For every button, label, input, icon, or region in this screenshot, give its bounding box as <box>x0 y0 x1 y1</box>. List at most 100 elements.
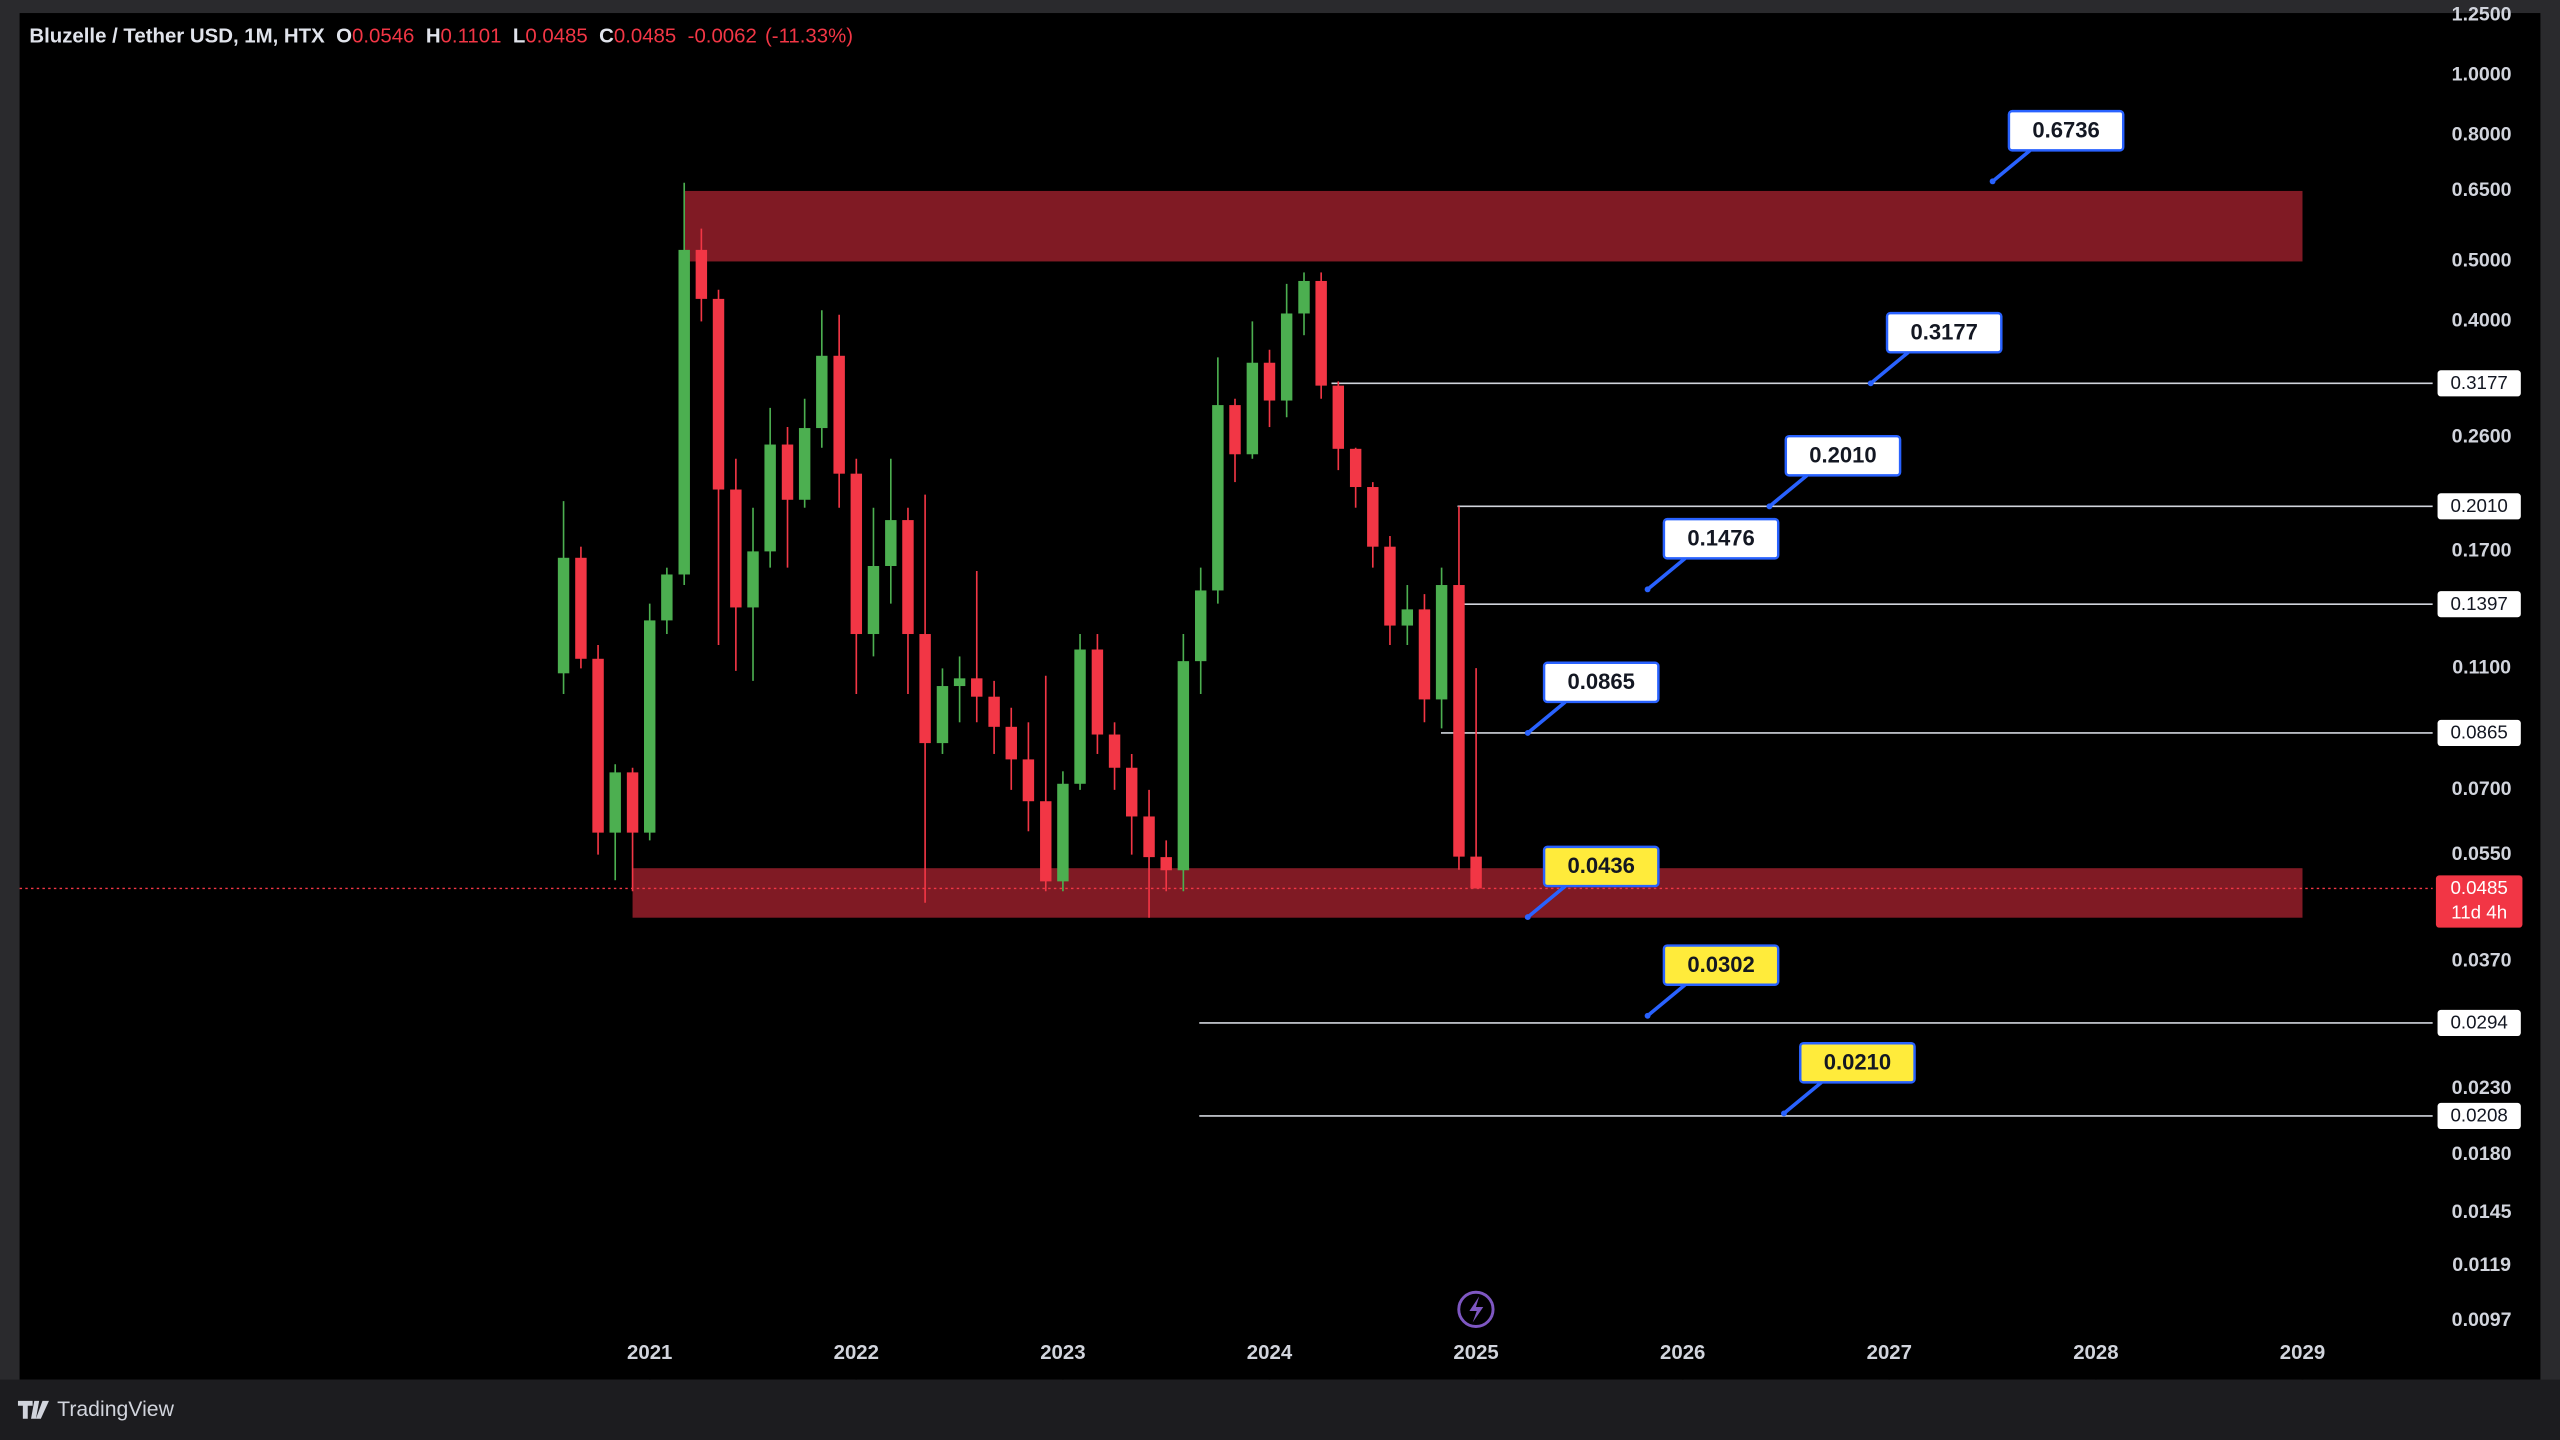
candle-body <box>1315 280 1327 386</box>
candle-body <box>1074 649 1086 784</box>
y-tick-label: 0.8000 <box>2452 123 2512 145</box>
candle-body <box>936 686 949 744</box>
callouts-layer: 0.6736 0.3177 0.2010 0.1476 0.0865 0.0436 0.03… <box>1524 109 2125 1117</box>
candle-body <box>1057 783 1069 882</box>
candle-body <box>1263 362 1276 401</box>
brand-name[interactable]: TradingView <box>57 1398 174 1421</box>
candle-body <box>867 566 880 635</box>
ohlc-label: C <box>599 26 614 48</box>
callout-arrow <box>1646 983 1687 1018</box>
callout-arrow <box>1526 884 1567 919</box>
callout-anchor <box>1524 730 1531 736</box>
level-price-label: 0.0208 <box>2450 1105 2507 1126</box>
candle-body <box>1177 661 1190 871</box>
candle-body <box>885 520 897 567</box>
x-tick-label: 2022 <box>834 1342 879 1364</box>
candle-body <box>626 772 639 833</box>
zone <box>632 868 2303 918</box>
candle-body <box>1280 313 1293 401</box>
y-tick-label: 0.0370 <box>2452 949 2512 971</box>
ohlc-label: O <box>336 26 352 48</box>
callout-anchor <box>1644 1012 1651 1019</box>
header: Bluzelle / Tether USD, 1M, HTX O0.0546 H0.… <box>29 26 853 48</box>
callout-anchor <box>1524 914 1531 921</box>
candle-body <box>1108 734 1121 768</box>
ohlc-value: 0.0485 <box>525 26 587 48</box>
x-tick-label: 2028 <box>2073 1342 2118 1364</box>
y-tick-label: 0.0145 <box>2452 1201 2512 1223</box>
candle-body <box>1367 487 1379 547</box>
level-price-box <box>2437 1102 2521 1130</box>
candles-layer <box>557 182 1482 918</box>
candle-body <box>661 574 673 621</box>
footer-bar <box>0 1379 2560 1440</box>
callout-box <box>1799 1041 1916 1084</box>
change-percent: (-11.33%) <box>765 26 853 48</box>
callout-anchor <box>1989 178 1996 185</box>
change: -0.0062 <box>688 26 757 48</box>
candle-body <box>971 678 983 697</box>
candle-body <box>1298 280 1310 314</box>
callout-box <box>2007 109 2125 152</box>
x-tick-label: 2021 <box>627 1342 672 1364</box>
candle-body <box>988 696 1000 727</box>
callout-label: 0.3177 <box>1910 319 1977 344</box>
replay-icon[interactable] <box>1457 1290 1495 1329</box>
brand-logo[interactable]: TradingView <box>17 1398 175 1421</box>
callout-anchor <box>1867 380 1874 387</box>
candle-body <box>850 473 863 635</box>
x-tick-label: 2024 <box>1247 1342 1293 1364</box>
y-tick-label: 0.4000 <box>2452 310 2512 332</box>
level-price-label: 0.2010 <box>2450 495 2507 516</box>
level-price-box <box>2437 591 2521 618</box>
y-tick-label: 0.0550 <box>2452 843 2512 865</box>
callout-box <box>1885 311 2003 354</box>
callout-box <box>1542 845 1660 888</box>
candle-body <box>1212 405 1224 591</box>
ohlc-value: 0.0485 <box>614 26 676 48</box>
callout-arrow <box>1991 148 2032 183</box>
candle-body <box>695 249 708 299</box>
level-price-box <box>2437 493 2521 520</box>
levels-layer <box>19 382 2433 1117</box>
countdown-label: 11d 4h <box>2451 902 2507 923</box>
callout-label: 0.0210 <box>1824 1049 1891 1074</box>
y-tick-label: 0.0119 <box>2452 1254 2511 1276</box>
y-tick-label: 0.1100 <box>2452 657 2511 679</box>
callout-arrow <box>1782 1081 1823 1115</box>
callout-box <box>1662 517 1780 560</box>
candle-body <box>609 772 621 833</box>
candle-body <box>1022 759 1035 802</box>
candle-body <box>1125 767 1138 817</box>
candle-body <box>557 557 570 674</box>
candle-body <box>798 428 811 500</box>
candle-body <box>781 444 794 500</box>
y-tick-label: 0.2600 <box>2452 425 2512 447</box>
ohlc-value: 0.1101 <box>441 26 502 48</box>
level-price-label: 0.1397 <box>2450 593 2507 614</box>
candle-body <box>1143 816 1155 858</box>
callout-label: 0.2010 <box>1809 442 1876 467</box>
ohlc-label: H <box>426 26 441 48</box>
x-tick-label: 2027 <box>1867 1342 1912 1364</box>
level-price-label: 0.3177 <box>2450 372 2507 393</box>
level-price-label: 0.0865 <box>2450 722 2507 743</box>
brand-mark[interactable] <box>17 1400 49 1419</box>
y-tick-label: 0.0230 <box>2452 1077 2512 1099</box>
callout-label: 0.6736 <box>2032 117 2099 142</box>
current-price-label: 0.0485 <box>2450 877 2507 898</box>
level-price-box <box>2437 370 2521 397</box>
replay-circle[interactable] <box>1457 1290 1495 1329</box>
callout-anchor <box>1780 1110 1787 1117</box>
axis-layer: 1.2500 1.0000 0.8000 0.6500 0.5000 0.4000 0.26… <box>627 3 2523 1380</box>
callout-arrow <box>1646 556 1687 591</box>
candle-body <box>1384 546 1396 626</box>
callout-arrow <box>1526 700 1567 735</box>
x-tick-label: 2025 <box>1453 1342 1498 1364</box>
candle-body <box>1229 405 1241 455</box>
callout-anchor <box>1766 503 1773 510</box>
y-tick-label: 0.0180 <box>2452 1143 2512 1165</box>
replay-bolt[interactable] <box>1469 1296 1484 1323</box>
